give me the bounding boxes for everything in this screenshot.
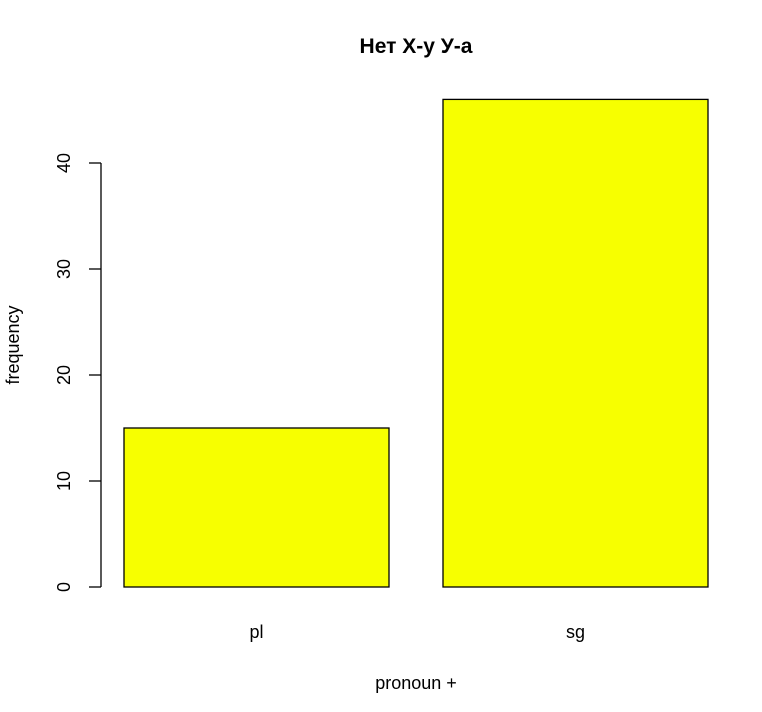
chart-title: Нет Х-у У-а (360, 35, 473, 58)
y-tick-label: 0 (54, 582, 74, 592)
x-axis-label: pronoun + (375, 673, 457, 693)
y-axis: 0 10 20 30 40 (54, 153, 102, 592)
x-category-label: pl (249, 622, 263, 642)
y-tick-label: 20 (54, 365, 74, 385)
y-tick-label: 40 (54, 153, 74, 173)
y-axis-label: frequency (3, 305, 23, 384)
x-category-label: sg (566, 622, 585, 642)
bar-pl (123, 427, 390, 588)
y-tick-label: 30 (54, 259, 74, 279)
y-tick-label: 10 (54, 471, 74, 491)
bars (123, 98, 709, 588)
bar-sg (442, 98, 709, 588)
x-category-labels: pl sg (249, 622, 585, 642)
